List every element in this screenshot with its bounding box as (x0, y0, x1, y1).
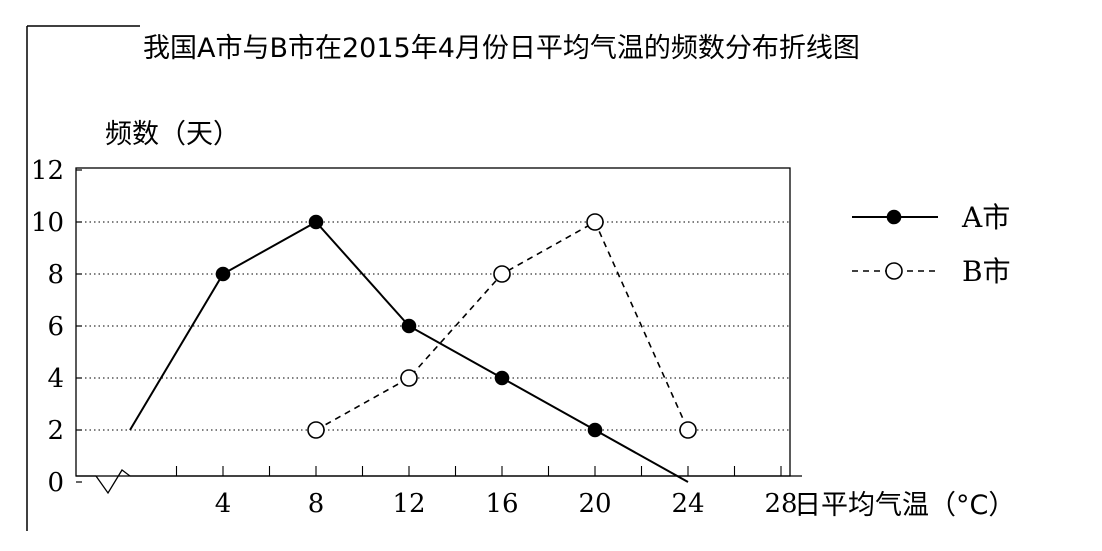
x-tick-label-4: 4 (215, 489, 232, 519)
data-point-a-4 (215, 266, 231, 282)
legend-marker-a (886, 209, 902, 225)
series-lines (129, 220, 689, 483)
y-tick-label-12: 12 (31, 156, 64, 186)
series-markers (215, 213, 697, 439)
data-point-a-20 (587, 422, 603, 438)
y-tick-label-8: 8 (47, 260, 64, 290)
data-point-b-8 (307, 421, 325, 439)
x-axis-label: 日平均气温（°C） (794, 490, 1015, 521)
legend-label-b: B市 (962, 255, 1011, 288)
legend: A市 B市 (852, 201, 1011, 288)
data-point-a-12 (401, 318, 417, 334)
x-tick-label-20: 20 (578, 489, 611, 519)
grid-lines (76, 221, 790, 431)
series-line-b (315, 220, 689, 431)
legend-label-a: A市 (961, 201, 1010, 234)
data-point-b-20 (586, 213, 604, 231)
y-tick-label-0: 0 (47, 468, 64, 498)
y-axis-label: 频数（天） (105, 119, 240, 150)
y-tick-label-6: 6 (47, 312, 64, 342)
axes (76, 169, 802, 495)
data-point-b-16 (493, 265, 511, 283)
series-line-a (129, 220, 689, 483)
legend-marker-b (885, 262, 903, 280)
y-tick-label-2: 2 (47, 416, 64, 446)
chart-title: 我国A市与B市在2015年4月份日平均气温的频数分布折线图 (143, 33, 860, 64)
axis-break-symbol (95, 469, 131, 495)
x-tick-label-28: 28 (764, 489, 797, 519)
y-tick-label-4: 4 (47, 364, 64, 394)
x-tick-label-24: 24 (671, 489, 704, 519)
x-tick-label-8: 8 (308, 489, 325, 519)
data-point-a-16 (494, 370, 510, 386)
data-point-b-12 (400, 369, 418, 387)
x-tick-label-16: 16 (485, 489, 518, 519)
data-point-b-24 (679, 421, 697, 439)
y-tick-label-10: 10 (31, 208, 64, 238)
x-tick-label-12: 12 (392, 489, 425, 519)
data-point-a-8 (308, 214, 324, 230)
